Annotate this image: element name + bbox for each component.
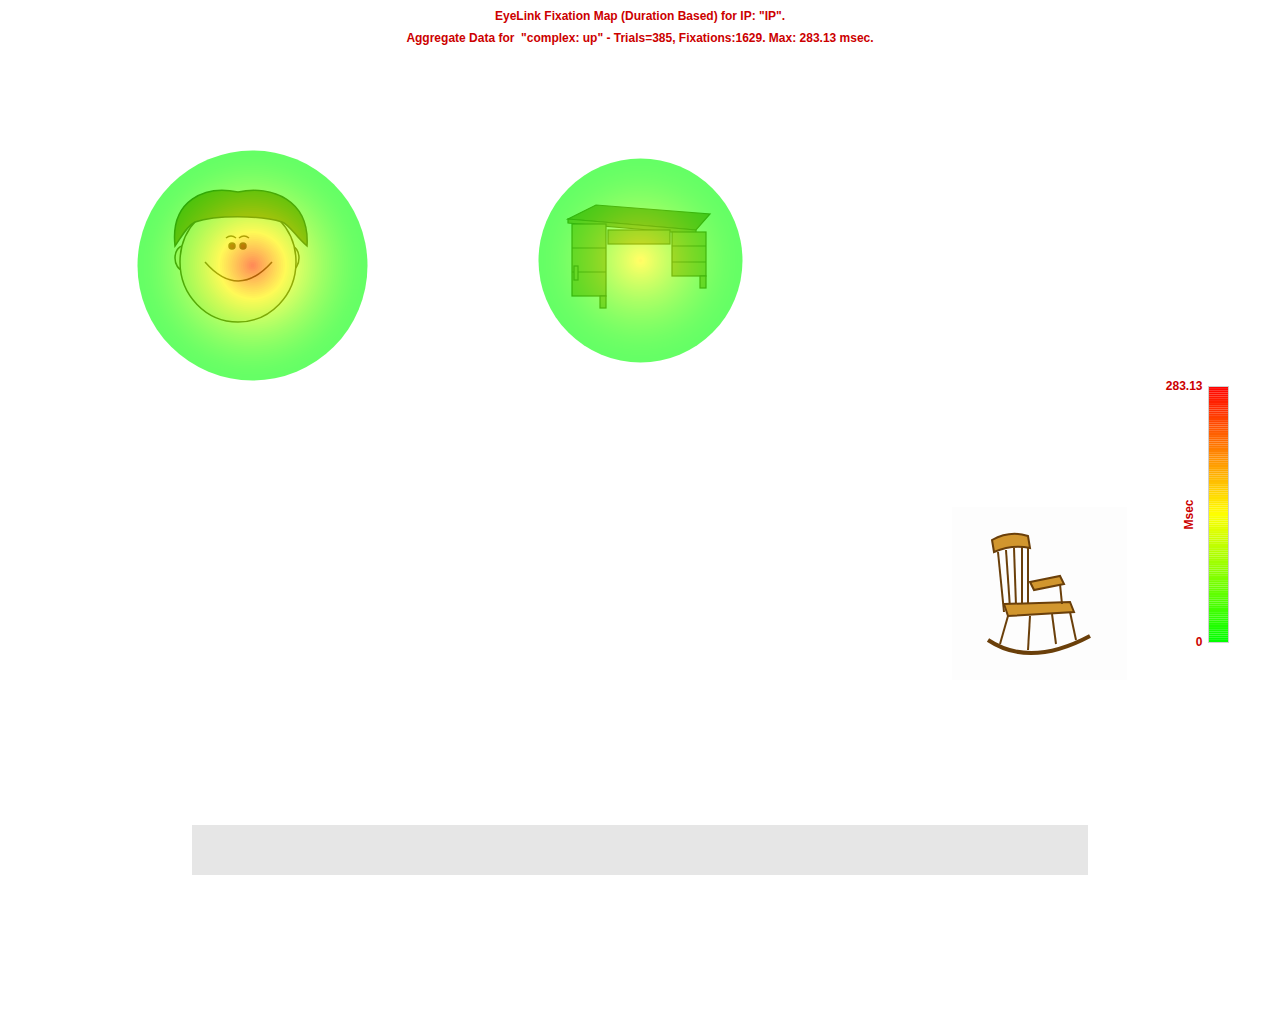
svg-text:0: 0 bbox=[1196, 635, 1203, 649]
svg-text:Msec: Msec bbox=[1182, 499, 1196, 529]
html-text:EyeLink Fixation Map (Duration: EyeLink Fixation Map (Duration Based) fo… bbox=[495, 9, 785, 23]
html-text:Aggregate Data for "complex: u: Aggregate Data for "complex: up" - Trial… bbox=[406, 31, 874, 45]
svg-text:283.13: 283.13 bbox=[1166, 379, 1203, 393]
